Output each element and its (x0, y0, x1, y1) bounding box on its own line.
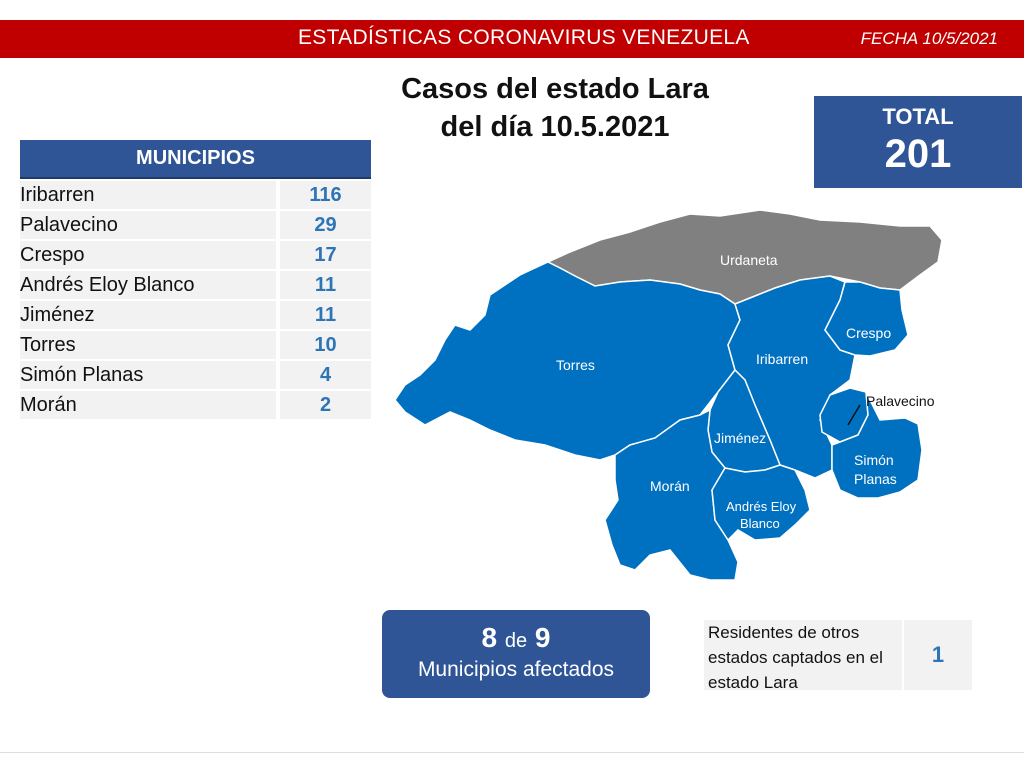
municipios-header: MUNICIPIOS (20, 140, 371, 179)
residents-value: 1 (904, 620, 972, 690)
municipio-value: 29 (280, 211, 371, 239)
label-jimenez: Jiménez (714, 430, 766, 446)
residents-label: Residentes de otros estados captados en … (704, 620, 902, 692)
affected-municipios-box: 8 de 9 Municipios afectados (382, 610, 650, 698)
municipio-name: Crespo (20, 241, 276, 269)
municipio-name: Morán (20, 391, 276, 419)
page-title-line2: del día 10.5.2021 (440, 111, 670, 143)
table-row: Crespo 17 (20, 241, 371, 269)
affected-count-line: 8 de 9 (382, 622, 650, 654)
label-moran: Morán (650, 478, 690, 494)
table-row: Palavecino 29 (20, 211, 371, 239)
label-aeb-1: Andrés Eloy (726, 499, 797, 514)
page-title-line1: Casos del estado Lara (401, 73, 709, 105)
label-urdaneta: Urdaneta (720, 252, 778, 268)
header-title: ESTADÍSTICAS CORONAVIRUS VENEZUELA (298, 26, 750, 49)
label-palavecino: Palavecino (866, 393, 935, 409)
total-value: 201 (884, 132, 952, 176)
municipio-name: Jiménez (20, 301, 276, 329)
municipios-table: Iribarren 116 Palavecino 29 Crespo 17 An… (20, 181, 371, 421)
municipio-name: Iribarren (20, 181, 276, 209)
table-row: Morán 2 (20, 391, 371, 419)
header-date: FECHA 10/5/2021 (860, 29, 998, 48)
region-crespo (824, 281, 909, 357)
label-simon-planas-2: Planas (854, 471, 897, 487)
municipio-value: 2 (280, 391, 371, 419)
municipio-value: 10 (280, 331, 371, 359)
table-row: Simón Planas 4 (20, 361, 371, 389)
footer-divider (0, 752, 1024, 753)
total-label: TOTAL (882, 104, 954, 129)
region-andres-eloy-blanco (711, 464, 811, 542)
municipio-name: Torres (20, 331, 276, 359)
table-row: Andrés Eloy Blanco 11 (20, 271, 371, 299)
label-aeb-2: Blanco (740, 516, 780, 531)
page-title: Casos del estado Lara del día 10.5.2021 (380, 70, 730, 146)
label-simon-planas-1: Simón (854, 452, 894, 468)
municipio-value: 116 (280, 181, 371, 209)
region-simon-planas (831, 391, 923, 499)
region-torres (394, 261, 741, 461)
palavecino-leader-line (847, 404, 861, 426)
affected-label: Municipios afectados (417, 658, 615, 681)
municipio-value: 17 (280, 241, 371, 269)
label-torres: Torres (556, 357, 595, 373)
header-banner: ESTADÍSTICAS CORONAVIRUS VENEZUELA FECHA… (0, 20, 1024, 58)
table-row: Iribarren 116 (20, 181, 371, 209)
municipio-value: 11 (280, 271, 371, 299)
table-row: Jiménez 11 (20, 301, 371, 329)
lara-map: Urdaneta Torres Iribarren Crespo Palavec… (394, 209, 943, 581)
municipio-value: 11 (280, 301, 371, 329)
table-row: Torres 10 (20, 331, 371, 359)
affected-de: de (504, 630, 528, 652)
total-box: TOTAL 201 (814, 96, 1022, 188)
municipio-name: Palavecino (20, 211, 276, 239)
municipio-name: Andrés Eloy Blanco (20, 271, 276, 299)
municipio-value: 4 (280, 361, 371, 389)
municipio-name: Simón Planas (20, 361, 276, 389)
affected-total: 9 (534, 622, 551, 653)
affected-count: 8 (481, 622, 498, 653)
label-crespo: Crespo (846, 325, 891, 341)
label-iribarren: Iribarren (756, 351, 808, 367)
